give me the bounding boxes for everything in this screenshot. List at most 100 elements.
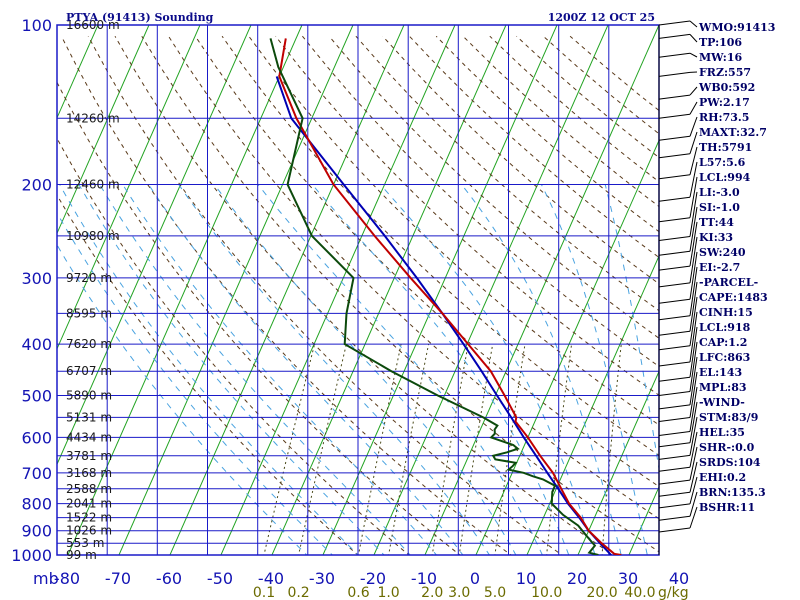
dry-adiabat-line bbox=[194, 35, 659, 488]
isotherm-line bbox=[220, 25, 456, 555]
pressure-tick-label: 500 bbox=[21, 387, 52, 406]
wind-tick bbox=[658, 376, 691, 382]
height-label: 2588 m bbox=[66, 482, 112, 496]
isotherm-line bbox=[373, 25, 609, 555]
wind-tick bbox=[658, 466, 691, 472]
wind-tick bbox=[658, 315, 691, 321]
mixing-ratio-label: 0.2 bbox=[287, 585, 309, 600]
pressure-unit-label: mb bbox=[33, 569, 59, 588]
mixing-ratio-label: 10.0 bbox=[531, 585, 562, 600]
index-leader bbox=[689, 401, 698, 443]
series-parcel-line bbox=[275, 76, 612, 555]
index-leader bbox=[689, 52, 698, 58]
moist-adiabat-line bbox=[99, 184, 411, 555]
isotherm-line bbox=[169, 25, 405, 555]
moist-adiabat-line bbox=[380, 184, 596, 555]
index-leader bbox=[689, 266, 698, 316]
isotherm-line bbox=[424, 25, 659, 555]
wind-tick bbox=[658, 391, 691, 396]
moist-adiabat-line bbox=[122, 184, 438, 555]
index-item: TH:5791 bbox=[699, 141, 752, 154]
mixing-ratio-label: 1.0 bbox=[377, 585, 399, 600]
temperature-tick-label: -10 bbox=[411, 569, 437, 588]
isotherm-line bbox=[577, 370, 659, 555]
index-item: MAXT:32.7 bbox=[699, 126, 767, 139]
dry-adiabat-line bbox=[60, 35, 512, 555]
index-item: -PARCEL- bbox=[699, 276, 758, 289]
height-labels: 16600 m 14260 m 12460 m 10980 m 9720 m 8595 m… bbox=[66, 18, 120, 562]
wind-tick bbox=[658, 431, 691, 436]
index-leader bbox=[689, 20, 698, 28]
height-label: 14260 m bbox=[66, 111, 120, 125]
index-item: SRDS:104 bbox=[699, 456, 761, 469]
temperature-tick-label: -50 bbox=[207, 569, 233, 588]
wind-ticks bbox=[658, 20, 691, 555]
moist-adiabat-line bbox=[178, 184, 490, 555]
index-leader bbox=[689, 386, 698, 432]
index-item: SW:240 bbox=[699, 246, 746, 259]
index-leader bbox=[689, 116, 698, 137]
isotherm-line bbox=[0, 13, 52, 566]
index-item: LFC:863 bbox=[699, 351, 750, 364]
index-item: WMO:91413 bbox=[698, 21, 775, 34]
temperature-tick-label: -40 bbox=[258, 569, 284, 588]
wind-tick bbox=[658, 265, 691, 271]
wind-tick bbox=[658, 503, 691, 509]
mixing-ratio-label: 0.6 bbox=[347, 585, 369, 600]
moist-adiabat-line bbox=[540, 184, 648, 555]
mixing-ratio-line bbox=[431, 344, 469, 555]
index-item: HEL:35 bbox=[699, 426, 745, 439]
index-leader bbox=[689, 101, 698, 115]
pressure-tick-label: 700 bbox=[21, 464, 52, 483]
dry-adiabat-line bbox=[409, 35, 659, 259]
index-item: BRN:135.3 bbox=[699, 486, 766, 499]
index-leader bbox=[689, 206, 698, 252]
index-item: TT:44 bbox=[699, 216, 734, 229]
index-item: EL:143 bbox=[699, 366, 742, 379]
chart-time: 1200Z 12 OCT 25 bbox=[548, 11, 655, 24]
index-list: WMO:91413 TP:106 MW:16 FRZ:557 WB0:592 PW:2.1… bbox=[689, 20, 775, 529]
mixing-ratio-line bbox=[546, 344, 573, 555]
series-temperature-line bbox=[278, 38, 622, 555]
mixing-ratio-label: 0.1 bbox=[253, 585, 275, 600]
mixing-unit-label: g/kg bbox=[658, 585, 689, 600]
index-leader bbox=[689, 161, 698, 198]
height-label: 6707 m bbox=[66, 364, 112, 378]
wind-tick bbox=[658, 361, 691, 367]
dry-adiabat-line bbox=[355, 35, 659, 312]
mixing-ratio-label: 3.0 bbox=[448, 585, 470, 600]
wind-tick bbox=[658, 217, 691, 223]
isotherm-line bbox=[57, 25, 99, 120]
moist-adiabat-line bbox=[257, 184, 543, 555]
isotherm-line bbox=[57, 25, 252, 466]
index-leader bbox=[689, 176, 698, 218]
index-leader bbox=[689, 296, 698, 346]
mixing-ratio-label: 2.0 bbox=[421, 585, 443, 600]
wind-tick bbox=[658, 153, 691, 159]
chart-title: PTYA (91413) Sounding bbox=[66, 11, 214, 24]
index-leader bbox=[689, 34, 698, 43]
isotherm-line bbox=[0, 13, 1, 566]
mixing-ratio-line bbox=[388, 344, 430, 555]
height-label: 553 m bbox=[66, 536, 104, 550]
index-leader bbox=[689, 236, 698, 283]
index-leader bbox=[689, 476, 698, 505]
height-label: 3781 m bbox=[66, 449, 112, 463]
mixing-ratio-line bbox=[263, 343, 316, 555]
wind-tick bbox=[658, 236, 691, 241]
temperature-tick-label: 10 bbox=[516, 569, 536, 588]
wind-tick bbox=[658, 404, 691, 410]
pressure-tick-label: 1000 bbox=[11, 546, 52, 565]
sounding-traces bbox=[269, 38, 622, 555]
moist-adiabat-line bbox=[461, 184, 622, 555]
grid-lines bbox=[56, 24, 660, 556]
index-leader bbox=[689, 311, 698, 363]
wind-tick bbox=[658, 345, 691, 351]
index-leader bbox=[689, 506, 698, 529]
isotherm-line bbox=[67, 25, 303, 555]
index-item: LI:-3.0 bbox=[699, 186, 740, 199]
wind-tick bbox=[658, 52, 691, 58]
moist-adiabat-line bbox=[213, 184, 517, 555]
index-leader bbox=[689, 131, 698, 154]
